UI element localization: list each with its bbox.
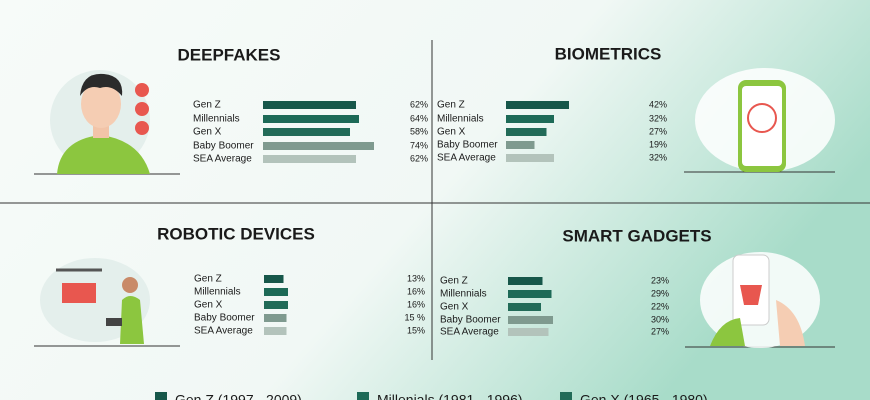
deepfake-illustration: [50, 70, 150, 174]
legend-swatch: [357, 392, 369, 400]
value-label: 32%: [649, 152, 667, 162]
category-label: Gen X: [440, 302, 469, 313]
bar: [508, 290, 552, 298]
category-label: Baby Boomer: [193, 141, 254, 152]
category-label: Baby Boomer: [194, 313, 255, 324]
smart-gadget-illustration: [700, 252, 820, 348]
panel-title: BIOMETRICS: [555, 44, 662, 63]
value-label: 15 %: [404, 312, 425, 322]
bar: [506, 115, 554, 123]
panel-title: DEEPFAKES: [178, 45, 281, 64]
value-label: 32%: [649, 113, 667, 123]
category-label: Millennials: [193, 114, 240, 125]
legend-label: Millenials (1981 - 1996): [377, 392, 523, 400]
bar: [263, 115, 359, 123]
legend-label: Gen Z (1997 - 2009): [175, 392, 302, 400]
bar: [506, 141, 535, 149]
value-label: 62%: [410, 99, 428, 109]
bar: [263, 128, 350, 136]
category-label: Gen Z: [437, 100, 465, 111]
category-label: Baby Boomer: [437, 140, 498, 151]
category-label: SEA Average: [194, 326, 253, 337]
panel-title: SMART GADGETS: [562, 226, 711, 245]
value-label: 16%: [407, 286, 425, 296]
bar: [508, 303, 541, 311]
category-label: Gen Z: [193, 100, 221, 111]
value-label: 27%: [649, 126, 667, 136]
value-label: 42%: [649, 99, 667, 109]
value-label: 27%: [651, 326, 669, 336]
category-label: SEA Average: [440, 327, 499, 338]
legend-swatch: [560, 392, 572, 400]
category-label: SEA Average: [193, 154, 252, 165]
value-label: 29%: [651, 288, 669, 298]
category-label: Gen Z: [194, 274, 222, 285]
value-label: 22%: [651, 301, 669, 311]
category-label: Millennials: [440, 289, 487, 300]
bar: [264, 301, 288, 309]
value-label: 13%: [407, 273, 425, 283]
category-label: Gen X: [193, 127, 222, 138]
category-label: Gen X: [437, 127, 466, 138]
bar: [264, 288, 288, 296]
category-label: Gen X: [194, 300, 223, 311]
category-label: Baby Boomer: [440, 315, 501, 326]
robotic-illustration: [40, 258, 150, 344]
value-label: 15%: [407, 325, 425, 335]
bar: [506, 154, 554, 162]
bar: [508, 277, 543, 285]
panel-title: ROBOTIC DEVICES: [157, 224, 315, 243]
bar: [506, 101, 569, 109]
value-label: 23%: [651, 275, 669, 285]
value-label: 62%: [410, 153, 428, 163]
value-label: 30%: [651, 314, 669, 324]
biometrics-illustration: [695, 68, 835, 172]
bar: [508, 316, 553, 324]
legend-swatch: [155, 392, 167, 400]
bar: [506, 128, 547, 136]
bar: [263, 101, 356, 109]
bar: [264, 314, 287, 322]
bar: [264, 327, 287, 335]
bar: [263, 155, 356, 163]
category-label: Millennials: [194, 287, 241, 298]
value-label: 58%: [410, 126, 428, 136]
category-label: Millennials: [437, 114, 484, 125]
legend-label: Gen X (1965 - 1980): [580, 392, 708, 400]
value-label: 19%: [649, 139, 667, 149]
category-label: SEA Average: [437, 153, 496, 164]
bar: [508, 328, 549, 336]
value-label: 16%: [407, 299, 425, 309]
value-label: 64%: [410, 113, 428, 123]
value-label: 74%: [410, 140, 428, 150]
bar: [264, 275, 284, 283]
category-label: Gen Z: [440, 276, 468, 287]
bar: [263, 142, 374, 150]
